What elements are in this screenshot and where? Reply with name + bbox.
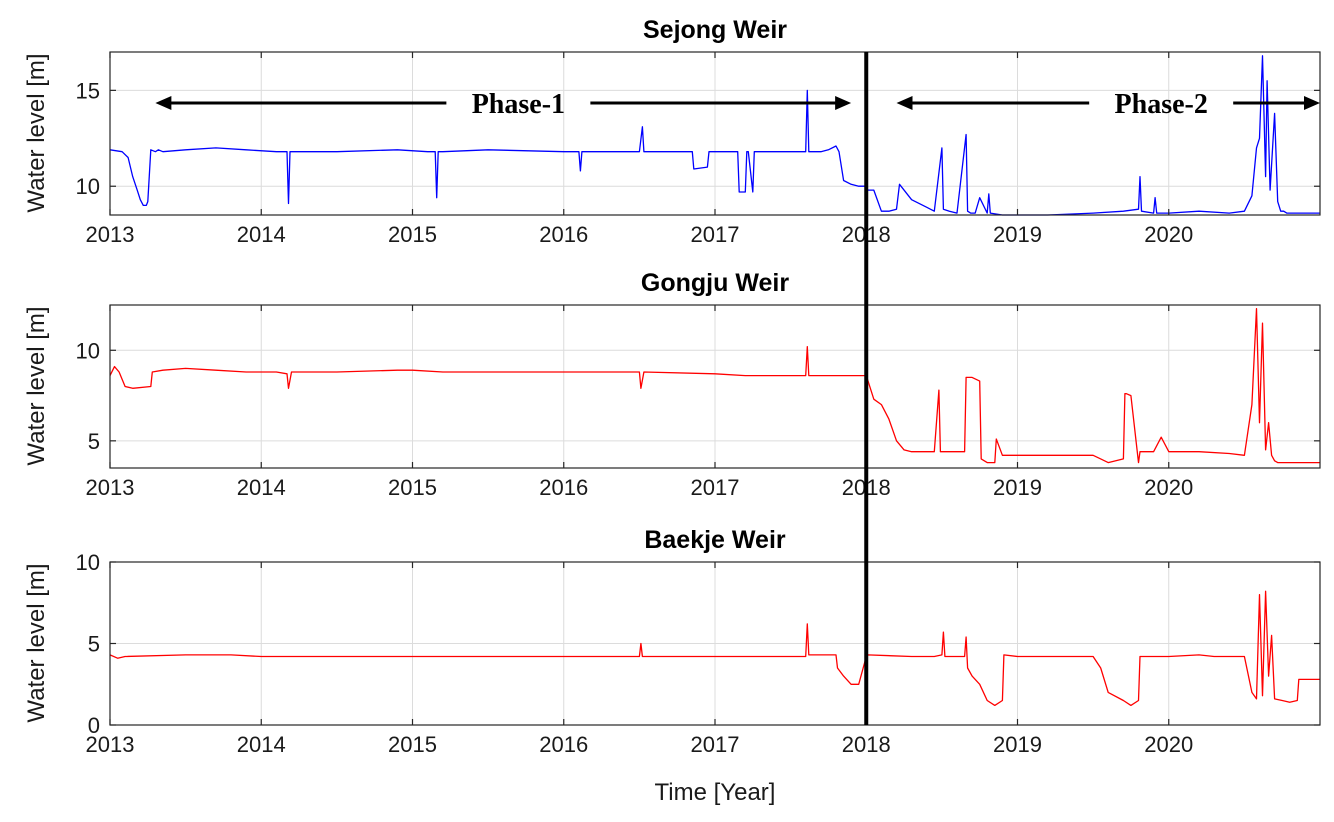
gongju-weir-ylabel: Water level [m] xyxy=(23,306,50,465)
sejong-weir-series-line xyxy=(109,55,1320,216)
baekje-weir-title: Baekje Weir xyxy=(644,526,786,554)
sejong-weir-xtick-label: 2019 xyxy=(993,222,1042,247)
baekje-weir-xtick-label: 2018 xyxy=(842,732,891,757)
baekje-weir-xtick-label: 2013 xyxy=(86,732,135,757)
baekje-weir-xtick-label: 2014 xyxy=(237,732,286,757)
gongju-weir-xtick-label: 2019 xyxy=(993,475,1042,500)
baekje-weir-xtick-label: 2019 xyxy=(993,732,1042,757)
sejong-weir-xtick-label: 2015 xyxy=(388,222,437,247)
gongju-weir-xtick-label: 2015 xyxy=(388,475,437,500)
gongju-weir-ytick-label: 5 xyxy=(88,429,100,454)
sejong-weir-ytick-label: 10 xyxy=(76,174,100,199)
sejong-weir-title: Sejong Weir xyxy=(643,16,787,44)
gongju-weir-series-line xyxy=(109,307,1320,464)
baekje-weir-xtick-label: 2016 xyxy=(539,732,588,757)
phase-arrow-right-head xyxy=(1304,96,1320,110)
phase-overlay: Phase-1 Phase-2 xyxy=(155,52,1320,725)
phase-arrow-left-head xyxy=(155,96,172,110)
gongju-weir-title: Gongju Weir xyxy=(641,269,789,297)
sejong-weir-panel: Sejong Weir Water level [m] 2013 2014 2015… xyxy=(23,16,1321,247)
gongju-weir-ytick-label: 10 xyxy=(76,338,100,363)
gongju-weir-xtick-label: 2016 xyxy=(539,475,588,500)
gongju-weir-panel: Gongju Weir Water level [m] 2013 2014 2015… xyxy=(23,269,1321,500)
baekje-weir-xtick-label: 2017 xyxy=(691,732,740,757)
baekje-weir-series-line xyxy=(109,590,1320,707)
sejong-weir-xtick-label: 2017 xyxy=(691,222,740,247)
phase-1-label: Phase-1 xyxy=(472,89,565,120)
gongju-weir-xtick-label: 2020 xyxy=(1144,475,1193,500)
baekje-weir-ytick-label: 10 xyxy=(76,550,100,575)
baekje-weir-panel: Baekje Weir Water level [m] Time [Year] … xyxy=(23,526,1321,806)
gongju-weir-xtick-label: 2014 xyxy=(237,475,286,500)
phase-2-label: Phase-2 xyxy=(1115,89,1208,120)
phase-2-annotation: Phase-2 xyxy=(896,89,1320,120)
baekje-weir-xtick-label: 2015 xyxy=(388,732,437,757)
sejong-weir-ytick-label: 15 xyxy=(76,78,100,103)
baekje-weir-xtick-label: 2020 xyxy=(1144,732,1193,757)
sejong-weir-xtick-label: 2014 xyxy=(237,222,286,247)
phase-arrow-left-head xyxy=(896,96,913,110)
gongju-weir-xtick-label: 2017 xyxy=(691,475,740,500)
sejong-weir-xtick-label: 2013 xyxy=(86,222,135,247)
sejong-weir-ylabel: Water level [m] xyxy=(23,53,50,212)
sejong-weir-xtick-label: 2016 xyxy=(539,222,588,247)
baekje-weir-ylabel: Water level [m] xyxy=(23,563,50,722)
baekje-weir-ytick-label: 5 xyxy=(88,632,100,657)
phase-arrow-right-head xyxy=(835,96,852,110)
phase-1-annotation: Phase-1 xyxy=(155,89,852,120)
baekje-weir-ytick-label: 0 xyxy=(88,713,100,738)
sejong-weir-xtick-label: 2020 xyxy=(1144,222,1193,247)
gongju-weir-xtick-label: 2013 xyxy=(86,475,135,500)
baekje-weir-xlabel: Time [Year] xyxy=(655,779,776,806)
